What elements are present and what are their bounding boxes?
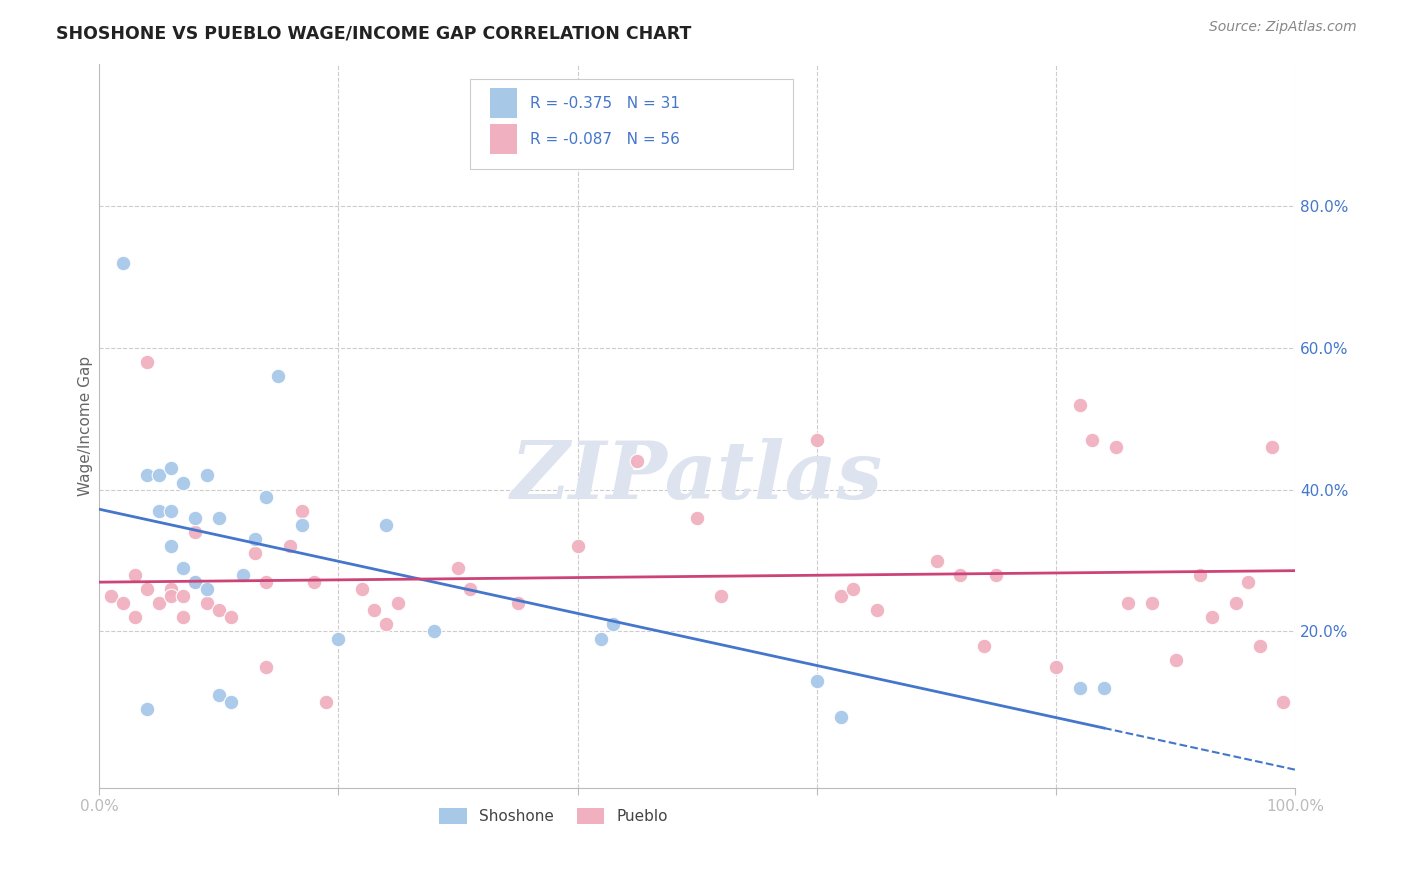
Point	[567, 540, 589, 554]
Point	[363, 603, 385, 617]
Point	[447, 560, 470, 574]
Point	[1225, 596, 1247, 610]
Point	[135, 702, 157, 716]
Point	[1081, 433, 1104, 447]
Point	[256, 660, 278, 674]
Text: ZIPatlas: ZIPatlas	[512, 438, 883, 516]
Point	[973, 639, 995, 653]
Point	[172, 475, 194, 490]
Text: SHOSHONE VS PUEBLO WAGE/INCOME GAP CORRELATION CHART: SHOSHONE VS PUEBLO WAGE/INCOME GAP CORRE…	[56, 25, 692, 43]
Point	[328, 632, 350, 646]
Point	[135, 582, 157, 596]
Point	[315, 695, 337, 709]
Text: R = -0.087   N = 56: R = -0.087 N = 56	[530, 132, 679, 147]
Point	[183, 511, 205, 525]
Point	[925, 553, 948, 567]
Point	[1188, 567, 1211, 582]
Point	[1164, 653, 1187, 667]
Point	[195, 468, 218, 483]
Point	[806, 433, 828, 447]
Point	[591, 632, 613, 646]
Point	[280, 540, 302, 554]
Point	[207, 603, 229, 617]
Point	[1045, 660, 1067, 674]
Point	[195, 582, 218, 596]
Point	[866, 603, 889, 617]
Point	[626, 454, 648, 468]
Point	[159, 461, 181, 475]
Point	[148, 596, 170, 610]
Point	[304, 574, 326, 589]
Point	[375, 518, 398, 533]
Point	[686, 511, 709, 525]
Point	[842, 582, 865, 596]
Point	[219, 610, 242, 624]
Point	[949, 567, 972, 582]
Point	[183, 525, 205, 540]
Point	[291, 518, 314, 533]
Point	[183, 574, 205, 589]
Point	[506, 596, 529, 610]
Point	[148, 468, 170, 483]
Point	[124, 610, 146, 624]
Point	[1116, 596, 1139, 610]
Point	[135, 355, 157, 369]
Point	[1140, 596, 1163, 610]
Point	[256, 490, 278, 504]
Point	[159, 589, 181, 603]
Point	[172, 589, 194, 603]
Point	[172, 560, 194, 574]
Point	[195, 596, 218, 610]
Point	[986, 567, 1008, 582]
Point	[806, 674, 828, 689]
Point	[291, 504, 314, 518]
Point	[124, 567, 146, 582]
Point	[830, 709, 852, 723]
Point	[1092, 681, 1115, 696]
Point	[375, 617, 398, 632]
Point	[111, 255, 134, 269]
Point	[243, 533, 266, 547]
Bar	[491, 124, 516, 154]
Point	[135, 468, 157, 483]
Point	[183, 574, 205, 589]
Point	[256, 574, 278, 589]
Point	[1236, 574, 1258, 589]
Text: R = -0.375   N = 31: R = -0.375 N = 31	[530, 95, 679, 111]
Point	[387, 596, 409, 610]
Point	[159, 504, 181, 518]
Point	[1069, 397, 1091, 411]
Point	[243, 546, 266, 560]
Point	[423, 624, 446, 639]
Point	[1249, 639, 1271, 653]
Point	[207, 511, 229, 525]
Point	[1260, 440, 1282, 454]
Point	[172, 610, 194, 624]
Point	[232, 567, 254, 582]
Point	[458, 582, 481, 596]
Point	[207, 688, 229, 702]
Point	[159, 540, 181, 554]
Point	[111, 596, 134, 610]
Point	[1069, 681, 1091, 696]
Point	[100, 589, 122, 603]
Point	[219, 695, 242, 709]
Point	[1272, 695, 1295, 709]
Point	[1201, 610, 1223, 624]
Point	[1105, 440, 1128, 454]
Point	[148, 504, 170, 518]
Point	[710, 589, 733, 603]
Point	[159, 582, 181, 596]
Legend: Shoshone, Pueblo: Shoshone, Pueblo	[433, 802, 673, 830]
Y-axis label: Wage/Income Gap: Wage/Income Gap	[79, 356, 93, 496]
Point	[602, 617, 624, 632]
Bar	[491, 88, 516, 119]
Point	[830, 589, 852, 603]
Point	[352, 582, 374, 596]
Text: Source: ZipAtlas.com: Source: ZipAtlas.com	[1209, 20, 1357, 34]
Point	[267, 369, 290, 384]
FancyBboxPatch shape	[470, 78, 793, 169]
